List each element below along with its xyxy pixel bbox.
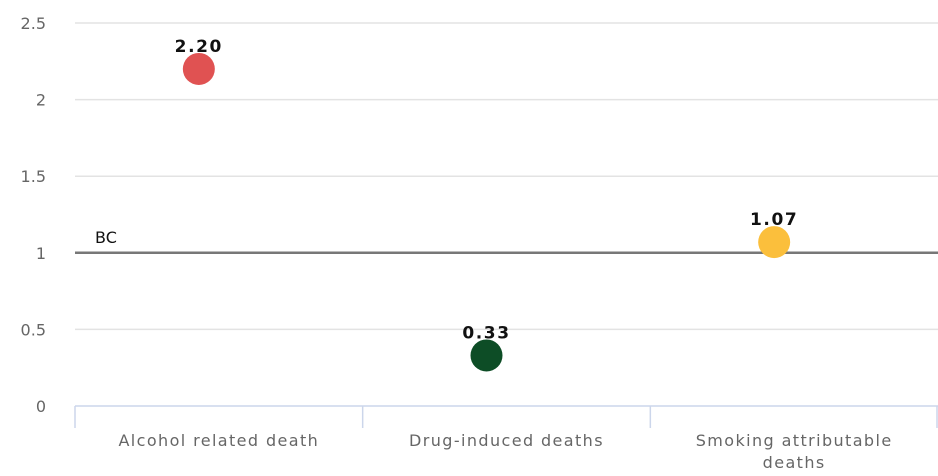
y-tick-label: 0 [36, 397, 46, 416]
y-tick-label: 1 [36, 244, 46, 263]
reference-line-group: BC [75, 228, 938, 255]
data-label: 0.33 [462, 323, 510, 343]
data-points: 2.20 0.33 1.07 [175, 37, 798, 372]
data-label: 2.20 [175, 37, 223, 57]
data-label: 1.07 [750, 210, 798, 230]
data-point[interactable] [758, 226, 791, 259]
y-tick-label: 1.5 [21, 167, 46, 186]
data-point[interactable] [182, 52, 215, 85]
y-tick-label: 2.5 [21, 14, 46, 33]
y-tick-label: 0.5 [21, 320, 46, 339]
data-point[interactable] [470, 339, 503, 372]
y-tick-label: 2 [36, 91, 46, 110]
x-tick-label: Drug-induced deaths [409, 431, 604, 450]
x-axis: Alcohol related death Drug-induced deaths… [74, 405, 938, 472]
reference-line-label: BC [95, 228, 117, 247]
y-axis-ticks: 0 0.5 1 1.5 2 2.5 [21, 14, 46, 416]
x-tick-label: Alcohol related death [118, 431, 319, 450]
x-tick-label: Smoking attributable deaths [696, 431, 893, 472]
